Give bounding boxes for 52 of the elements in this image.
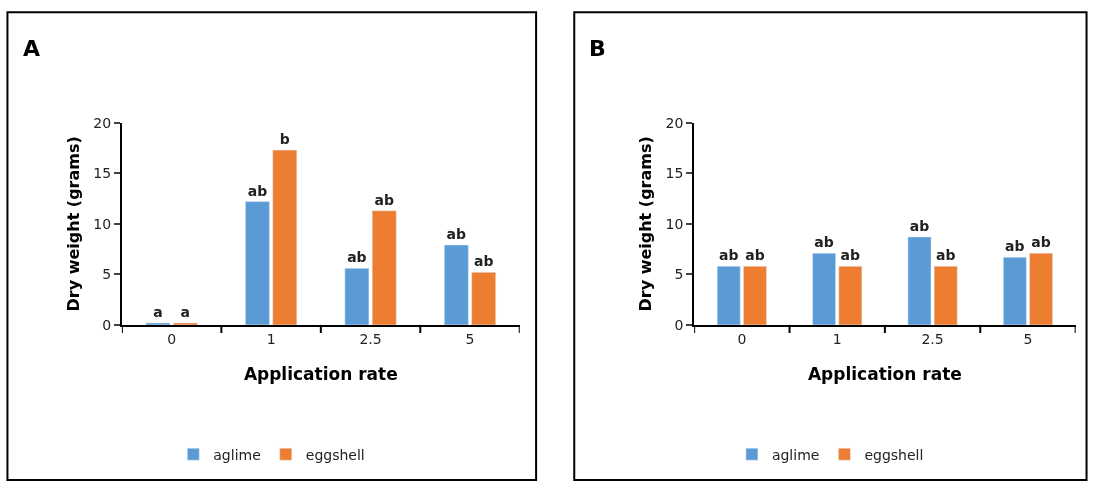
data-label: ab <box>247 182 268 199</box>
data-label: ab <box>347 249 367 266</box>
data-label: ab <box>745 247 765 264</box>
legend-label: eggshell <box>864 446 924 463</box>
y-tick-label: 10 <box>93 215 112 232</box>
x-tick-label: 2.5 <box>921 330 944 347</box>
bar <box>245 201 270 325</box>
x-tick-label: 5 <box>1023 330 1033 347</box>
bar <box>471 272 496 325</box>
data-label: ab <box>814 234 834 251</box>
y-tick-label: 5 <box>102 266 112 283</box>
x-axis-title: Application rate <box>807 363 962 384</box>
bar <box>173 322 198 325</box>
x-axis-title: Application rate <box>243 363 398 384</box>
data-label: ab <box>1031 234 1051 251</box>
data-label: ab <box>446 226 467 243</box>
legend-label: eggshell <box>305 446 365 463</box>
y-tick-label: 5 <box>674 266 684 283</box>
data-label: ab <box>935 247 956 264</box>
y-tick-label: 0 <box>102 316 112 333</box>
x-tick-label: 0 <box>737 330 747 347</box>
y-tick-label: 15 <box>93 165 112 182</box>
y-tick-label: 0 <box>674 316 684 333</box>
data-label: ab <box>473 253 494 270</box>
bar <box>344 268 370 325</box>
y-tick-label: 20 <box>665 114 684 131</box>
data-label: b <box>279 131 290 148</box>
data-label: ab <box>1005 238 1025 255</box>
bar <box>371 210 397 325</box>
x-tick-label: 1 <box>266 330 276 347</box>
x-tick-label: 5 <box>465 330 475 347</box>
y-axis-title: Dry weight (grams) <box>635 136 655 312</box>
y-tick-label: 15 <box>665 165 684 182</box>
y-tick-label: 20 <box>93 114 112 131</box>
data-label: a <box>180 303 191 320</box>
x-tick-label: 2.5 <box>359 330 382 347</box>
chart-title: A <box>23 36 41 61</box>
y-tick-label: 10 <box>665 215 684 232</box>
chart-title: B <box>589 36 606 61</box>
data-label: ab <box>840 247 861 264</box>
bar <box>272 149 298 325</box>
data-label: ab <box>718 247 739 264</box>
data-label: ab <box>909 217 930 234</box>
y-axis-title: Dry weight (grams) <box>63 136 83 312</box>
legend-label: aglime <box>771 446 820 463</box>
bar <box>145 322 171 325</box>
legend-label: aglime <box>213 446 261 463</box>
x-tick-label: 0 <box>167 330 177 347</box>
x-tick-label: 1 <box>832 330 842 347</box>
data-label: ab <box>374 191 394 208</box>
data-label: a <box>153 303 163 320</box>
bar <box>444 244 469 325</box>
